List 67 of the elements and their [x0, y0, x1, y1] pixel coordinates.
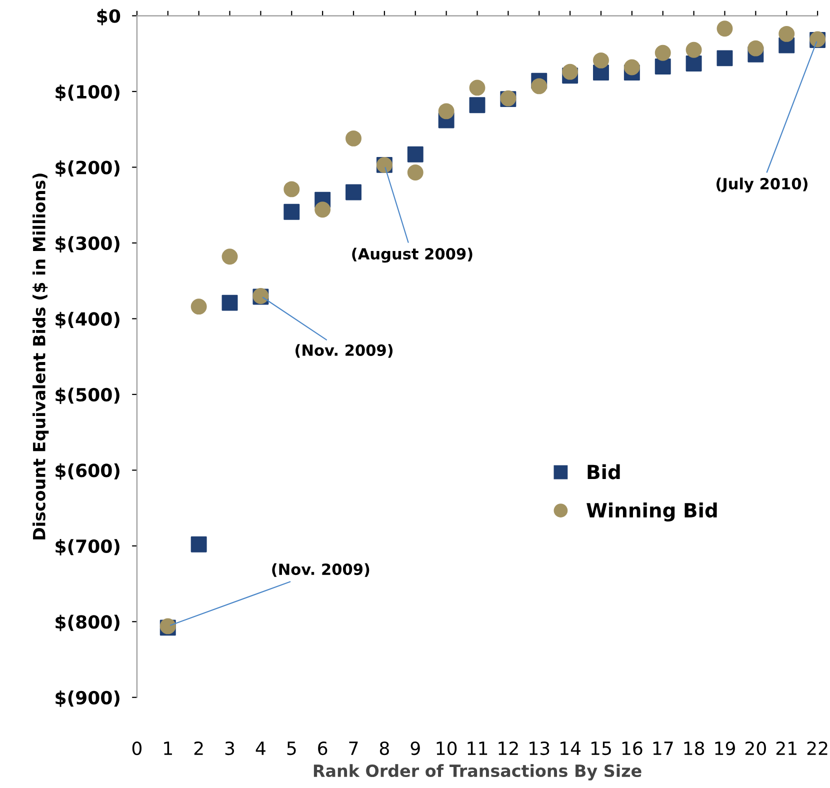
point: [314, 202, 331, 218]
point: [346, 184, 362, 200]
x-tick-label: 9: [410, 741, 420, 756]
x-tick-label: 2: [194, 741, 203, 755]
x-tick-label: 7: [349, 742, 358, 755]
point: [407, 164, 424, 181]
x-tick-label: 3: [225, 741, 234, 756]
x-tick-label: 20: [746, 741, 766, 756]
y-tick-label: $(400): [56, 312, 120, 328]
x-tick-label: 22: [807, 741, 828, 755]
x-tick-label: 4: [256, 742, 266, 755]
x-axis-title: Rank Order of Transactions By Size: [314, 764, 642, 780]
point: [748, 40, 764, 56]
x-tick-label: 14: [560, 742, 581, 755]
point: [190, 298, 207, 315]
legend-label: Winning Bid: [586, 502, 717, 522]
point: [284, 204, 300, 220]
y-tick-label: $(500): [56, 388, 120, 404]
y-tick-label: $(800): [56, 614, 120, 632]
point: [531, 78, 548, 94]
point: [222, 248, 238, 265]
x-tick-label: 17: [653, 742, 673, 755]
y-tick-label: $(300): [56, 236, 120, 252]
y-tick-label: $(700): [56, 539, 120, 556]
point: [654, 58, 671, 74]
x-tick-label: 16: [622, 741, 642, 756]
x-tick-label: 13: [530, 741, 550, 756]
annotation: (July 2010): [716, 178, 808, 193]
point: [593, 52, 609, 68]
x-tick-label: 12: [498, 741, 518, 755]
point: [562, 64, 578, 80]
x-tick-label: 5: [287, 742, 296, 756]
x-tick-label: 18: [684, 741, 704, 756]
x-tick-label: 10: [436, 741, 457, 756]
point: [438, 103, 454, 120]
point: [469, 80, 486, 96]
y-tick-label: $(600): [56, 463, 120, 480]
point: [222, 294, 238, 311]
point: [654, 44, 671, 61]
point: [778, 26, 795, 42]
x-tick-label: 1: [164, 742, 172, 755]
y-tick-label: $(900): [56, 690, 120, 707]
x-tick-label: 11: [468, 742, 488, 755]
point: [686, 42, 702, 58]
point: [624, 59, 640, 76]
y-tick-label: $0: [97, 8, 120, 26]
x-tick-label: 8: [380, 741, 389, 756]
y-tick-label: $(200): [56, 160, 120, 177]
point: [686, 55, 702, 72]
x-tick-label: 19: [715, 741, 735, 756]
point: [469, 97, 486, 114]
point: [346, 130, 362, 146]
x-tick-label: 6: [318, 741, 328, 756]
x-tick-label: 0: [132, 741, 142, 756]
point: [284, 181, 300, 198]
point: [716, 20, 733, 37]
x-tick-label: 15: [591, 742, 611, 756]
point: [190, 536, 207, 552]
annotation: (August 2009): [352, 248, 472, 263]
x-tick-label: 21: [776, 741, 796, 755]
legend-label: Bid: [588, 464, 620, 480]
point: [407, 146, 424, 162]
y-tick-label: $(100): [56, 84, 120, 102]
annotation: (Nov. 2009): [296, 344, 393, 358]
annotation: (Nov. 2009): [272, 563, 370, 577]
y-axis-title: Discount Equivalent Bids ($ in Millions): [32, 174, 49, 540]
point: [716, 50, 733, 66]
